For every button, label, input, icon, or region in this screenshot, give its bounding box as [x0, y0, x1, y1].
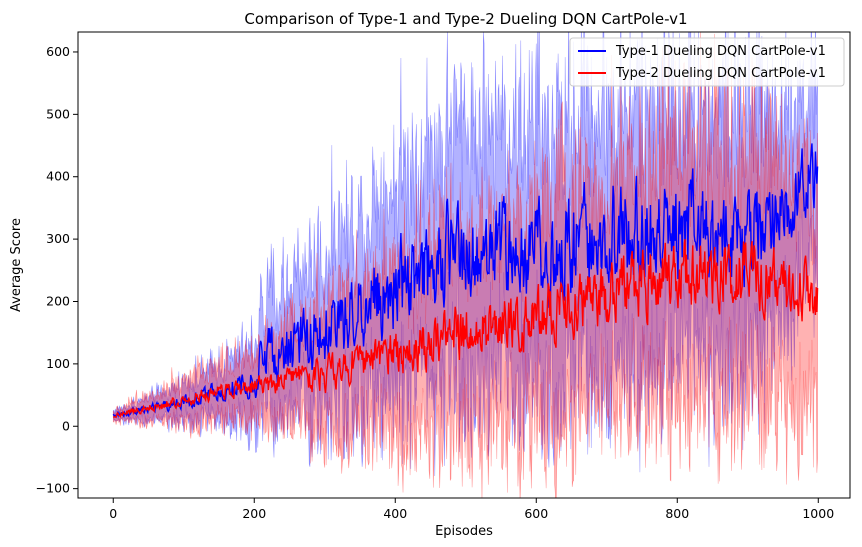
x-tick-label: 0	[109, 506, 117, 521]
x-axis: 0 200 400 600 800 1000	[109, 498, 834, 521]
y-tick-label: −100	[36, 481, 70, 496]
x-tick-label: 800	[665, 506, 689, 521]
y-tick-label: 0	[62, 418, 70, 433]
y-tick-label: 200	[46, 293, 70, 308]
x-axis-label: Episodes	[435, 524, 493, 539]
y-tick-label: 300	[46, 231, 70, 246]
chart-title: Comparison of Type-1 and Type-2 Dueling …	[244, 10, 687, 28]
x-tick-label: 600	[524, 506, 548, 521]
x-tick-label: 1000	[802, 506, 834, 521]
legend-label-type2: Type-2 Dueling DQN CartPole-v1	[615, 66, 826, 81]
legend: Type-1 Dueling DQN CartPole-v1 Type-2 Du…	[569, 37, 845, 87]
y-axis: −100 0 100 200 300 400 500 600	[36, 44, 78, 496]
series-band-2	[112, 32, 818, 498]
y-tick-label: 600	[46, 44, 70, 59]
series-line-2	[112, 238, 819, 419]
legend-label-type1: Type-1 Dueling DQN CartPole-v1	[615, 44, 826, 59]
legend-box	[569, 37, 845, 87]
series-layer	[112, 32, 819, 498]
x-tick-label: 200	[242, 506, 266, 521]
y-tick-label: 400	[46, 169, 70, 184]
plot-frame	[77, 31, 851, 499]
y-axis-label: Average Score	[9, 218, 24, 312]
y-tick-label: 100	[46, 356, 70, 371]
y-tick-label: 500	[46, 106, 70, 121]
x-tick-label: 400	[383, 506, 407, 521]
